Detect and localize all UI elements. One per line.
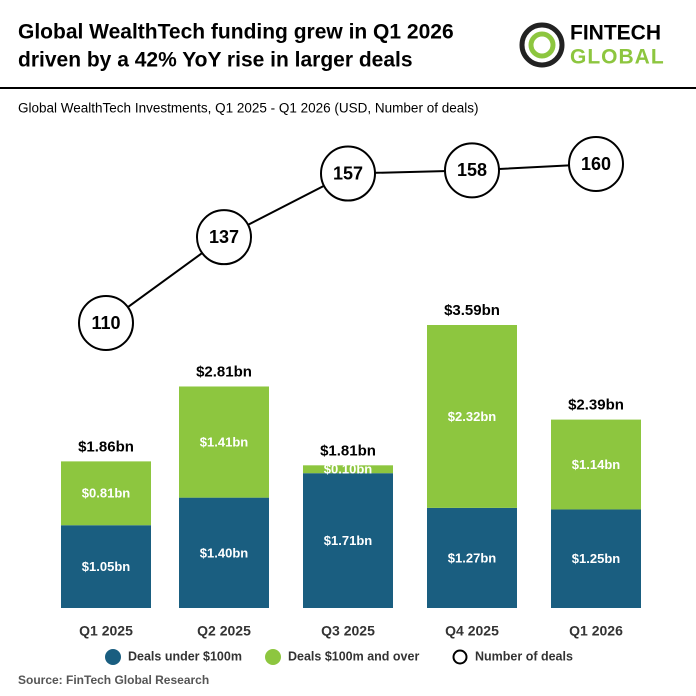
total-label: $3.59bn [444, 302, 500, 319]
segment-label: $1.71bn [324, 533, 372, 548]
source: Source: FinTech Global Research [18, 673, 209, 687]
x-tick-label: Q2 2025 [197, 623, 251, 639]
segment-label: $1.27bn [448, 550, 496, 565]
x-tick-label: Q4 2025 [445, 623, 499, 639]
logo-ring [528, 31, 556, 59]
bar-segment [551, 509, 641, 608]
legend-swatch [265, 649, 281, 665]
segment-label: $0.81bn [82, 486, 130, 501]
bar-segment [427, 325, 517, 508]
bar-segment [61, 525, 151, 608]
x-tick-label: Q1 2025 [79, 623, 133, 639]
deals-label: 160 [581, 154, 611, 174]
segment-label: $1.41bn [200, 435, 248, 450]
legend-label: Number of deals [475, 649, 573, 663]
bar-segment [303, 465, 393, 474]
deals-marker [78, 295, 134, 351]
bar-segment [179, 497, 269, 608]
segment-label: $0.10bn [324, 462, 372, 477]
bar-segment [61, 461, 151, 526]
deals-label: 157 [333, 163, 363, 183]
deals-label: 137 [209, 227, 239, 247]
deals-marker [444, 142, 500, 199]
segment-label: $1.25bn [572, 551, 620, 566]
bar-segment [427, 507, 517, 608]
deals-label: 110 [91, 313, 120, 333]
logo-ring [519, 22, 565, 68]
legend-swatch [452, 649, 468, 665]
logo-text: GLOBAL [570, 46, 665, 69]
legend-label: Deals $100m and over [288, 649, 419, 663]
deals-marker [568, 136, 624, 192]
legend-swatch [105, 649, 121, 665]
deals-marker [196, 209, 252, 266]
segment-label: $1.14bn [572, 457, 620, 472]
subtitle: Global WealthTech Investments, Q1 2025 -… [18, 101, 478, 116]
segment-label: $1.40bn [200, 545, 248, 560]
segment-label: $2.32bn [448, 409, 496, 424]
total-label: $1.81bn [320, 442, 376, 459]
x-tick-label: Q3 2025 [321, 623, 375, 639]
total-label: $1.86bn [78, 438, 134, 455]
bar-segment [179, 386, 269, 498]
logo: FINTECH GLOBAL [519, 22, 665, 69]
title: driven by a 42% YoY rise in larger deals [18, 49, 413, 72]
deals-label: 158 [457, 160, 487, 180]
bar-segment [551, 419, 641, 510]
deals-marker [320, 145, 376, 202]
total-label: $2.39bn [568, 397, 624, 414]
title: Global WealthTech funding grew in Q1 202… [18, 21, 454, 44]
total-label: $2.81bn [196, 363, 252, 380]
bar-segment [303, 473, 393, 608]
x-tick-label: Q1 2026 [569, 623, 623, 639]
segment-label: $1.05bn [82, 559, 130, 574]
legend-label: Deals under $100m [128, 649, 242, 663]
logo-text: FINTECH [570, 22, 661, 45]
